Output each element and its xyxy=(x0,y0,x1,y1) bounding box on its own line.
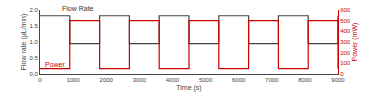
svg-text:5000: 5000 xyxy=(199,77,213,83)
svg-text:0.5: 0.5 xyxy=(29,55,38,61)
svg-text:8000: 8000 xyxy=(298,77,312,83)
svg-text:400: 400 xyxy=(340,28,351,34)
svg-text:1000: 1000 xyxy=(66,77,80,83)
svg-text:600: 600 xyxy=(340,7,351,13)
svg-text:100: 100 xyxy=(340,60,351,66)
svg-text:0: 0 xyxy=(340,71,344,77)
svg-text:7000: 7000 xyxy=(265,77,279,83)
svg-text:500: 500 xyxy=(340,18,351,24)
svg-text:Power (mW): Power (mW) xyxy=(351,23,359,62)
svg-text:200: 200 xyxy=(340,50,351,56)
svg-text:9000: 9000 xyxy=(331,77,345,83)
svg-text:Power: Power xyxy=(45,61,66,68)
svg-text:Flow rate (μL/min): Flow rate (μL/min) xyxy=(20,14,28,71)
svg-text:1.5: 1.5 xyxy=(29,23,38,29)
svg-text:0: 0 xyxy=(38,77,42,83)
svg-text:Time (s): Time (s) xyxy=(176,84,201,92)
svg-text:1.0: 1.0 xyxy=(29,39,38,45)
svg-text:2.0: 2.0 xyxy=(29,7,38,13)
svg-text:300: 300 xyxy=(340,39,351,45)
svg-text:2000: 2000 xyxy=(100,77,114,83)
svg-text:Flow Rate: Flow Rate xyxy=(62,5,94,12)
svg-text:0.0: 0.0 xyxy=(29,71,38,77)
svg-text:3000: 3000 xyxy=(133,77,147,83)
svg-text:4000: 4000 xyxy=(166,77,180,83)
svg-text:6000: 6000 xyxy=(232,77,246,83)
